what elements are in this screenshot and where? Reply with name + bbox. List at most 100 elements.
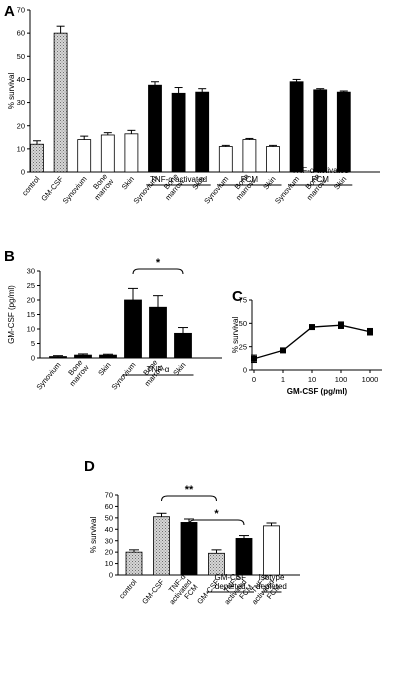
y-tick-label: 0 <box>31 354 35 363</box>
y-tick-label: 10 <box>105 559 113 568</box>
y-axis-label: GM-CSF (pg/ml) <box>7 285 16 344</box>
y-tick-label: 20 <box>27 296 35 305</box>
category-label: Bonemarrow <box>86 171 115 202</box>
chart-c: 0 25 50 75 0 1 10 100 1000 % survival GM-CSF (pg/m… <box>231 296 382 396</box>
category-label: Synovium <box>34 361 62 392</box>
panel-label-b: B <box>4 248 15 265</box>
y-tick-label: 0 <box>109 571 113 580</box>
y-tick-label: 40 <box>17 75 25 84</box>
y-axis-label: % survival <box>7 73 16 110</box>
significance-label: * <box>214 508 219 520</box>
y-tick-label: 20 <box>105 548 113 557</box>
y-tick-label: 15 <box>27 310 35 319</box>
y-tick-label: 70 <box>17 6 25 15</box>
bar <box>171 92 186 173</box>
category-label: GM-CSF <box>140 577 166 606</box>
category-label: Skin <box>261 175 277 192</box>
bar <box>100 134 115 173</box>
y-tick-label: 50 <box>17 52 25 61</box>
bar <box>49 356 67 359</box>
category-label: control <box>117 577 139 600</box>
bar <box>124 299 142 359</box>
group-label: GM-CSF depleted <box>214 573 246 591</box>
bar <box>208 552 225 576</box>
category-label: Synovium <box>273 175 301 206</box>
y-tick-label: 0 <box>243 366 247 375</box>
y-tick-label: 10 <box>17 144 25 153</box>
x-tick-label: 100 <box>335 375 348 384</box>
data-point <box>280 347 286 354</box>
y-tick-label: 25 <box>239 342 247 351</box>
panel-label-c: C <box>232 288 243 305</box>
bar <box>242 139 257 173</box>
y-tick-label: 20 <box>17 121 25 130</box>
y-tick-label: 0 <box>21 168 25 177</box>
y-tick-label: 30 <box>17 98 25 107</box>
group-label: TNF-α <box>147 365 170 374</box>
significance-bracket <box>188 519 245 526</box>
bar <box>30 143 44 173</box>
significance-label: * <box>156 257 161 269</box>
bar <box>180 522 198 576</box>
bar <box>153 516 170 576</box>
y-tick-label: 75 <box>239 296 247 305</box>
y-tick-label: 70 <box>105 491 113 500</box>
y-tick-label: 60 <box>17 29 25 38</box>
panel-label-d: D <box>84 458 95 475</box>
y-axis-label: % survival <box>89 517 98 554</box>
y-tick-label: 50 <box>105 513 113 522</box>
data-point <box>251 355 257 362</box>
bar <box>313 89 328 173</box>
category-label: TNF-αactivatedFCM <box>161 572 200 612</box>
category-label: Skin <box>96 361 112 378</box>
bar <box>195 91 210 173</box>
bar <box>124 133 139 173</box>
bar <box>77 139 92 173</box>
chart-d: 0 10 20 30 40 50 60 70 % survival control GM-CSF TN… <box>89 484 300 612</box>
bar <box>99 354 117 359</box>
group-label: Isotype depleted <box>256 573 287 591</box>
x-tick-label: 1000 <box>362 375 379 384</box>
y-tick-label: 25 <box>27 281 35 290</box>
bar <box>263 525 280 576</box>
category-label: Skin <box>120 175 136 192</box>
bar <box>266 146 280 173</box>
bar <box>218 146 233 173</box>
bar <box>235 538 253 576</box>
y-tick-label: 30 <box>105 536 113 545</box>
y-axis-label: % survival <box>231 317 240 354</box>
group-label: TNF-α activated FCM <box>292 166 349 184</box>
y-tick-label: 60 <box>105 502 113 511</box>
bar <box>148 84 162 173</box>
bar <box>53 32 68 173</box>
bar <box>125 551 143 576</box>
group-label: TNF-α activated <box>150 175 207 184</box>
category-label: Skin <box>332 175 348 192</box>
bar <box>336 91 351 173</box>
data-point <box>367 328 373 335</box>
category-label: control <box>20 174 42 197</box>
data-point <box>309 324 315 331</box>
category-label: Synovium <box>61 175 89 206</box>
data-point <box>338 322 344 329</box>
bar <box>289 81 304 173</box>
x-tick-label: 1 <box>281 375 285 384</box>
significance-label: ** <box>185 484 194 496</box>
x-axis-label: GM-CSF (pg/ml) <box>287 387 348 396</box>
group-label: FCM <box>241 175 259 184</box>
panel-label-a: A <box>4 3 15 20</box>
y-tick-label: 40 <box>105 525 113 534</box>
bar <box>174 332 192 359</box>
y-tick-label: 50 <box>239 319 247 328</box>
x-tick-label: 0 <box>252 375 256 384</box>
category-label: Bonemarrow <box>61 357 90 388</box>
x-tick-label: 10 <box>308 375 316 384</box>
significance-bracket <box>132 268 184 275</box>
category-label: Synovium <box>109 361 137 392</box>
y-tick-label: 10 <box>27 325 35 334</box>
y-tick-label: 5 <box>31 339 35 348</box>
significance-bracket <box>161 495 217 502</box>
